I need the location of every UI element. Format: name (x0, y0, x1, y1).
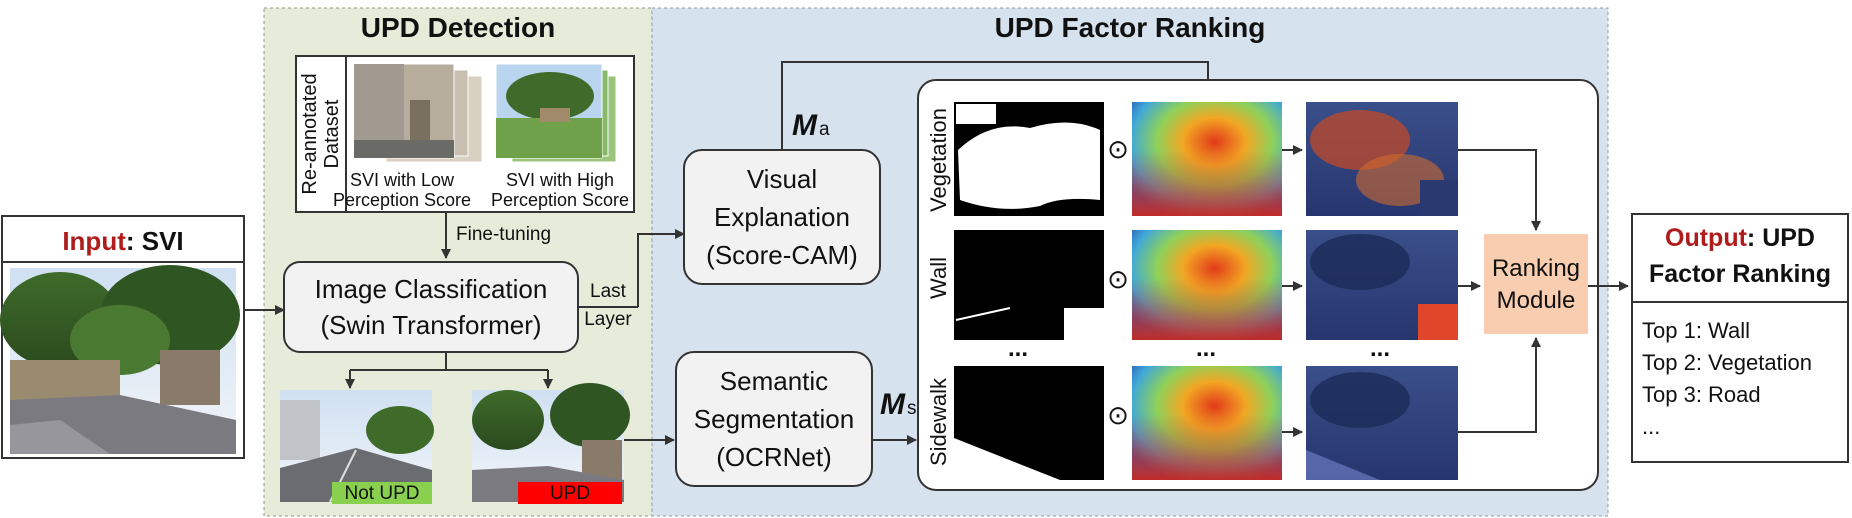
not-upd-label: Not UPD (345, 483, 420, 504)
last-layer-label-1: Last (590, 281, 627, 302)
input-svi-photo (0, 265, 240, 454)
last-layer-label-2: Layer (584, 309, 632, 330)
low-perception-photo (353, 63, 483, 163)
output-title-1: Output: UPD (1665, 224, 1815, 252)
ellipsis-heatmaps: ... (1196, 335, 1216, 362)
odot-row-2: ⊙ (1107, 264, 1129, 294)
low-caption-2: Perception Score (333, 190, 471, 210)
upd-label: UPD (550, 483, 590, 504)
mask-sidewalk (954, 366, 1104, 480)
input-title: Input: SVI (62, 226, 183, 256)
row-label-sidewalk: Sidewalk (926, 377, 951, 466)
semantic-line-1: Semantic (720, 366, 828, 396)
fine-tuning-label: Fine-tuning (456, 224, 551, 245)
visual-line-3: (Score-CAM) (706, 240, 858, 270)
module-line-1: Ranking (1492, 255, 1580, 282)
reannotated-dataset-box: Re-annotated Dataset SVI with Low Percep… (295, 55, 635, 213)
not-upd-photo: Not UPD (280, 390, 434, 504)
ellipsis-masks: ... (1008, 335, 1028, 362)
semantic-segmentation-box: Semantic Segmentation (OCRNet) (675, 351, 873, 487)
visual-line-1: Visual (747, 164, 817, 194)
odot-row-3: ⊙ (1107, 400, 1129, 430)
low-caption-1: SVI with Low (350, 170, 455, 190)
upd-photo: UPD (472, 383, 630, 504)
dataset-label-2: Dataset (321, 99, 343, 168)
arrow-result-3-to-module (1458, 337, 1541, 433)
semantic-line-3: (OCRNet) (716, 442, 832, 472)
odot-row-1: ⊙ (1107, 134, 1129, 164)
visual-line-2: Explanation (714, 202, 850, 232)
visual-explanation-box: Visual Explanation (Score-CAM) (683, 149, 881, 285)
semantic-line-2: Segmentation (694, 404, 854, 434)
arrow-last-layer-to-visual (637, 229, 685, 307)
result-row-2 (1306, 230, 1458, 340)
output-item-4: ... (1642, 414, 1660, 439)
ranking-title: UPD Factor Ranking (995, 12, 1266, 43)
output-title-2: Factor Ranking (1649, 260, 1831, 288)
classification-line-1: Image Classification (315, 274, 548, 304)
output-item-2: Top 2: Vegetation (1642, 350, 1812, 375)
heatmap-row-2 (1132, 230, 1282, 340)
ellipsis-results: ... (1370, 335, 1390, 362)
output-item-1: Top 1: Wall (1642, 318, 1750, 343)
row-label-vegetation: Vegetation (926, 108, 951, 212)
high-perception-photo (495, 63, 617, 163)
heatmap-row-3 (1132, 366, 1282, 480)
output-item-3: Top 3: Road (1642, 382, 1761, 407)
row-label-wall: Wall (926, 257, 951, 299)
result-row-3 (1306, 366, 1458, 480)
high-caption-2: Perception Score (491, 190, 629, 210)
dataset-label-1: Re-annotated (299, 73, 321, 194)
detection-title: UPD Detection (361, 12, 555, 43)
classification-line-2: (Swin Transformer) (320, 310, 541, 340)
mask-vegetation (954, 102, 1104, 216)
ranking-module-box: Ranking Module (1484, 234, 1588, 334)
mask-wall (954, 230, 1104, 340)
image-classification-box: Image Classification (Swin Transformer) (283, 261, 579, 353)
input-box: Input: SVI (0, 215, 245, 459)
high-caption-1: SVI with High (506, 170, 614, 190)
heatmap-row-1 (1132, 102, 1282, 216)
module-line-2: Module (1497, 287, 1576, 314)
arrow-result-1-to-module (1458, 149, 1541, 231)
output-box: Output: UPD Factor Ranking Top 1: Wall T… (1631, 213, 1849, 463)
result-row-1 (1306, 102, 1458, 216)
